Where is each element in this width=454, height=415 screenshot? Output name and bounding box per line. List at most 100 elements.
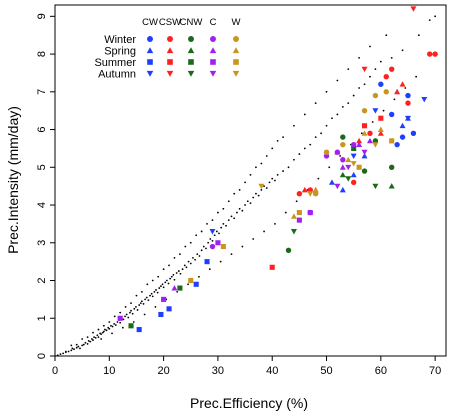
y-tick-label: 0 [36,353,48,359]
data-point-c-spring [356,141,363,148]
legend-region-label: C [210,17,217,28]
background-point [142,303,145,305]
legend-region-label: CNW [180,17,203,28]
data-point-c-autumn [361,149,368,156]
legend-season-label: Autumn [98,69,136,81]
background-point [417,34,420,37]
background-point [154,306,157,308]
data-point-csw-winter [296,191,303,197]
background-point [130,309,132,312]
background-point [271,177,274,180]
background-point [282,170,284,172]
background-point [150,292,153,295]
background-point [70,344,73,347]
background-point [382,109,385,112]
data-point-cw-autumn [372,108,379,114]
y-tick-label: 6 [36,126,48,132]
background-point [369,45,371,48]
data-point-cnw-spring [339,171,346,178]
legend-marker-csw-summer [167,59,173,65]
background-point [194,258,197,261]
data-point-c-summer [307,210,313,216]
data-point-cw-autumn [404,115,411,122]
background-point [175,272,178,274]
background-point [390,56,393,59]
background-point [139,302,142,305]
background-point [105,329,108,332]
data-point-cnw-winter [372,138,379,144]
data-point-cw-winter [394,141,400,148]
background-point [358,87,361,89]
data-point-w-summer [356,164,362,170]
background-point [317,177,320,180]
background-point [149,294,151,297]
data-point-w-spring [361,130,368,136]
background-point [217,211,219,214]
y-axis-label: Prec.Intensity (mm/day) [5,106,21,254]
data-point-c-summer [161,296,167,302]
y-tick-label: 1 [36,315,48,321]
legend-marker-cnw-winter [188,36,194,42]
background-point [81,344,84,347]
data-point-csw-summer [269,264,275,270]
data-point-cw-winter [410,130,417,137]
background-point [73,348,75,351]
background-point [434,15,437,18]
background-point [167,282,170,285]
background-point [200,249,203,252]
background-point [244,204,246,206]
background-point [363,83,366,86]
background-point [331,117,333,120]
background-point [100,338,103,340]
x-tick-label: 10 [103,365,115,377]
background-point [92,331,94,334]
plot-frame [54,4,447,357]
background-point [151,295,154,298]
data-point-cnw-winter [340,134,346,140]
data-point-w-winter [372,92,379,99]
legend-region-label: CW [142,17,158,28]
legend-marker-cw-summer [147,59,153,65]
background-point [138,304,141,306]
background-point [156,291,159,294]
background-point [71,347,74,350]
background-point [176,290,179,293]
x-tick-label: 0 [52,365,58,377]
background-point [274,179,276,182]
data-point-cw-summer [158,311,164,318]
data-point-csw-autumn [361,66,368,73]
legend-marker-cnw-summer [188,59,194,65]
legend-marker-cw-autumn [146,70,154,77]
data-point-csw-summer [361,123,368,129]
data-point-w-summer [296,210,302,216]
background-point [265,155,268,157]
background-point [220,226,223,229]
background-point [249,202,252,205]
background-point [360,132,363,135]
background-point [295,200,298,203]
background-point [341,106,344,108]
background-point [241,245,244,248]
background-point [196,253,199,255]
legend-marker-cw-winter [147,36,153,42]
data-point-c-autumn [334,183,341,190]
data-point-cnw-winter [361,168,368,174]
background-point [185,266,188,269]
background-point [125,313,128,316]
background-point [132,321,135,323]
background-point [274,223,276,225]
data-point-cw-spring [399,122,406,129]
data-point-c-autumn [345,164,352,171]
background-point [347,68,350,71]
background-point [352,94,355,97]
background-point [195,234,198,237]
background-point [127,316,130,319]
data-point-cnw-autumn [290,229,297,235]
background-point [314,136,317,138]
data-point-w-winter [312,191,319,197]
data-point-w-winter [383,89,389,95]
data-point-csw-winter [405,100,411,106]
data-point-cw-winter [405,92,411,99]
background-point [230,253,233,255]
